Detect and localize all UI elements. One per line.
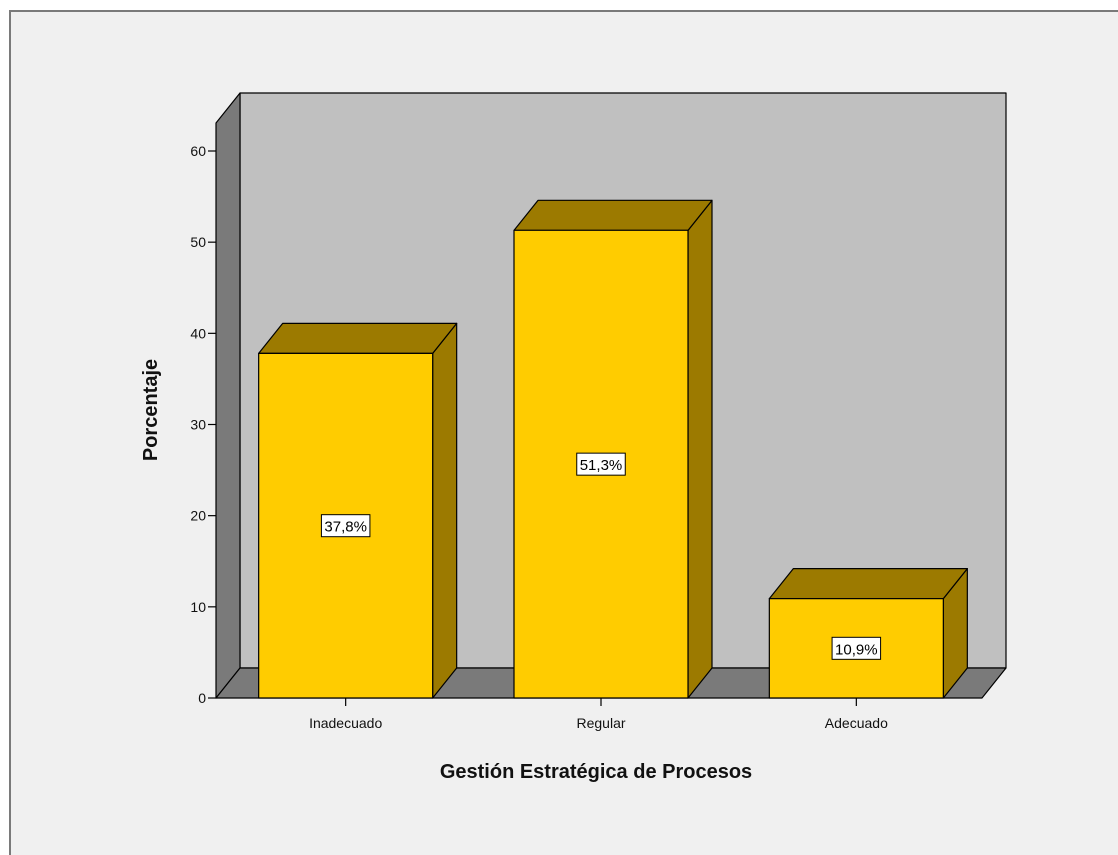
bar: 37,8% <box>258 322 458 699</box>
bar-top <box>258 322 458 354</box>
x-tick-label: Inadecuado <box>309 715 382 731</box>
bar-side <box>687 199 713 699</box>
bar-side <box>432 322 458 699</box>
x-axis: Inadecuado Regular Adecuado <box>309 698 888 731</box>
y-tick-label: 30 <box>190 417 206 433</box>
bar: 51,3% <box>513 199 713 699</box>
y-tick-label: 40 <box>190 325 206 341</box>
data-label-box <box>831 636 882 660</box>
y-tick-label: 20 <box>190 508 206 524</box>
y-tick-label: 50 <box>190 234 206 250</box>
bars: 37,8% 51,3% 10,9% <box>258 199 968 699</box>
data-label-box <box>320 514 371 538</box>
bar: 10,9% <box>768 568 968 699</box>
y-tick-label: 0 <box>198 690 206 706</box>
data-label-box <box>576 452 626 476</box>
x-tick-label: Regular <box>576 715 625 731</box>
y-tick-label: 10 <box>190 599 206 615</box>
y-tick-label: 60 <box>190 143 206 159</box>
y-axis: 0 10 20 30 40 50 60 <box>190 143 216 706</box>
data-label: 37,8% <box>324 519 367 536</box>
side-wall <box>215 92 241 699</box>
data-label: 51,3% <box>580 457 623 474</box>
y-axis-title: Porcentaje <box>140 359 162 461</box>
bar-top <box>513 199 713 231</box>
bar-top <box>768 568 968 600</box>
x-axis-title: Gestión Estratégica de Procesos <box>440 761 752 783</box>
x-tick-label: Adecuado <box>825 715 888 731</box>
data-label: 10,9% <box>835 641 878 658</box>
